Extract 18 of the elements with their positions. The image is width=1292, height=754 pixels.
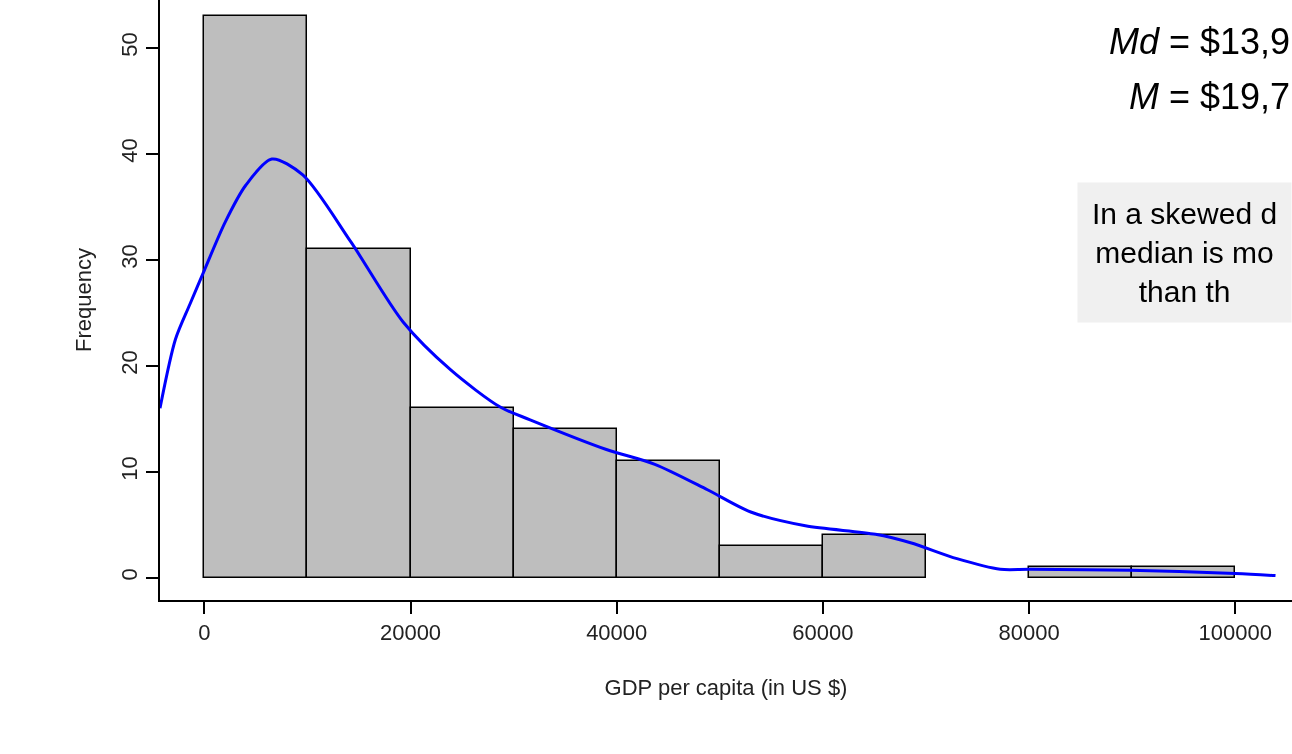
y-tick-label: 0: [117, 568, 143, 581]
y-tick-label: 10: [117, 456, 143, 481]
x-tick-label: 80000: [998, 620, 1060, 646]
x-tick-label: 100000: [1198, 620, 1273, 646]
y-tick-label: 40: [117, 138, 143, 163]
x-tick-label: 20000: [379, 620, 442, 646]
y-axis-title: Frequency: [70, 248, 96, 352]
y-tick-label: 20: [117, 350, 143, 375]
line-series: [160, 157, 1277, 578]
annotation: M = $19,7: [1129, 76, 1291, 117]
y-tick-label: 30: [117, 244, 143, 269]
x-tick-label: 40000: [586, 620, 648, 646]
annotation: In a skewed d median is mo than th: [1092, 197, 1278, 308]
y-tick-label: 50: [117, 32, 143, 57]
x-tick-label: 60000: [792, 620, 854, 646]
x-axis-title: GDP per capita (in US $): [604, 674, 848, 700]
annotation: Md = $13,9: [1109, 21, 1291, 62]
x-tick-label: 0: [198, 620, 211, 646]
